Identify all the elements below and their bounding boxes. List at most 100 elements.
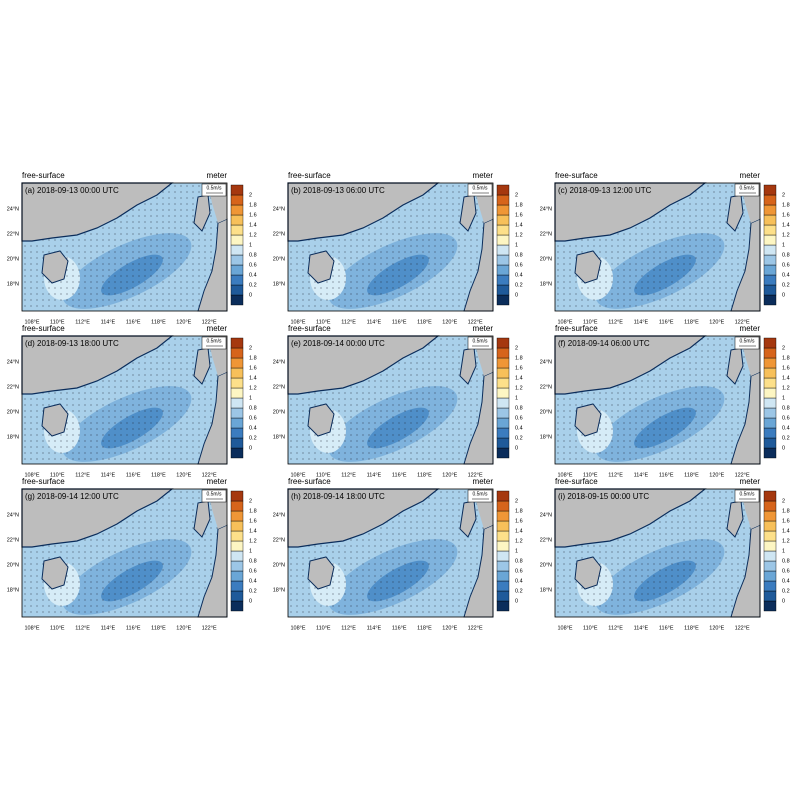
colorbar-box: [763, 194, 777, 206]
right-title: meter: [740, 324, 761, 333]
colorbar-label: 1: [249, 242, 252, 248]
lat-tick: 18°N: [540, 281, 552, 287]
colorbar-box: [230, 264, 244, 276]
lon-tick: 112°E: [608, 472, 623, 478]
lat-tick: 18°N: [273, 587, 285, 593]
map-panel: free-surface meter (h) 2018-09-14 18:00 UT…: [273, 477, 523, 631]
label-box: [23, 490, 141, 502]
left-title: free-surface: [555, 477, 598, 486]
colorbar-box: [230, 397, 244, 409]
lon-tick: 118°E: [151, 472, 166, 478]
lon-tick: 114°E: [101, 472, 116, 478]
lat-tick: 24°N: [273, 512, 285, 518]
lon-tick: 110°E: [316, 319, 331, 325]
left-title: free-surface: [22, 324, 65, 333]
lat-tick: 22°N: [540, 537, 552, 543]
lon-tick: 108°E: [290, 625, 305, 631]
land: [307, 556, 335, 590]
frame: [554, 335, 761, 465]
land: [41, 250, 69, 284]
colorbar-box: [230, 407, 244, 419]
colorbar-label: 1.8: [249, 202, 257, 208]
lon-tick: 114°E: [367, 319, 382, 325]
land: [307, 403, 335, 437]
lat-tick: 22°N: [7, 384, 19, 390]
colorbar-label: 2: [782, 498, 785, 504]
panel-label: (a) 2018-09-13 00:00 UTC: [25, 186, 119, 195]
colorbar-label: 1.2: [515, 232, 523, 238]
colorbar-label: 1.8: [515, 202, 523, 208]
colorbar-box: [230, 500, 244, 512]
land: [21, 335, 174, 395]
lon-tick: 122°E: [468, 472, 483, 478]
colorbar-label: 1.6: [515, 365, 523, 371]
colorbar-box: [230, 530, 244, 542]
colorbar-box: [763, 417, 777, 429]
colorbar-label: 2: [782, 345, 785, 351]
map-panel: free-surface meter (f) 2018-09-14 06:00 UT…: [540, 324, 790, 478]
colorbar-box: [230, 387, 244, 399]
colorbar-label: 0: [782, 445, 785, 451]
left-title: free-surface: [288, 477, 331, 486]
colorbar-label: 1.2: [782, 385, 790, 391]
lon-tick: 120°E: [709, 319, 724, 325]
colorbar-box: [230, 540, 244, 552]
land: [287, 488, 440, 548]
land: [574, 403, 602, 437]
label-box: [23, 184, 141, 196]
colorbar-label: 0.8: [782, 558, 790, 564]
panel-label: (e) 2018-09-14 00:00 UTC: [291, 339, 385, 348]
lon-tick: 112°E: [75, 319, 90, 325]
colorbar-box: [496, 264, 510, 276]
colorbar-label: 2: [515, 345, 518, 351]
colorbar-box: [763, 590, 777, 602]
colorbar-label: 0.6: [782, 568, 790, 574]
lat-tick: 20°N: [7, 256, 19, 262]
lon-tick: 120°E: [709, 472, 724, 478]
lat-tick: 20°N: [7, 409, 19, 415]
lon-tick: 110°E: [583, 319, 598, 325]
frame: [554, 182, 761, 312]
lon-tick: 108°E: [557, 319, 572, 325]
lat-tick: 18°N: [540, 434, 552, 440]
lon-tick: 108°E: [24, 319, 39, 325]
lon-tick: 120°E: [442, 319, 457, 325]
map-panel: free-surface meter (d) 2018-09-13 18:00 UT…: [7, 324, 257, 478]
colorbar-label: 1: [515, 395, 518, 401]
colorbar-label: 1.4: [249, 375, 257, 381]
land: [287, 182, 440, 242]
colorbar-label: 0.4: [249, 578, 257, 584]
colorbar-box: [496, 284, 510, 296]
label-box: [289, 184, 407, 196]
colorbar-label: 1.4: [782, 528, 790, 534]
colorbar-label: 1.4: [515, 375, 523, 381]
colorbar-box: [763, 490, 777, 502]
panel-label: (h) 2018-09-14 18:00 UTC: [291, 492, 385, 501]
colorbar-label: 1.2: [249, 538, 257, 544]
right-title: meter: [473, 477, 494, 486]
lat-tick: 24°N: [540, 512, 552, 518]
colorbar-box: [496, 580, 510, 592]
lon-tick: 120°E: [442, 625, 457, 631]
right-title: meter: [473, 324, 494, 333]
colorbar-label: 0.6: [515, 568, 523, 574]
lon-tick: 112°E: [75, 472, 90, 478]
frame: [287, 335, 494, 465]
colorbar-label: 0.2: [515, 435, 523, 441]
land: [574, 556, 602, 590]
colorbar-label: 1.2: [782, 538, 790, 544]
colorbar-box: [763, 540, 777, 552]
lon-tick: 118°E: [417, 472, 432, 478]
colorbar-box: [230, 510, 244, 522]
lat-tick: 20°N: [540, 562, 552, 568]
colorbar-label: 0.4: [515, 425, 523, 431]
vector-ref: 0.5m/s: [472, 185, 488, 191]
lon-tick: 120°E: [176, 319, 191, 325]
colorbar-label: 1.6: [249, 518, 257, 524]
lon-tick: 112°E: [341, 472, 356, 478]
colorbar-label: 0.6: [515, 415, 523, 421]
lon-tick: 108°E: [24, 625, 39, 631]
colorbar-box: [763, 570, 777, 582]
label-box: [289, 490, 407, 502]
right-title: meter: [473, 171, 494, 180]
